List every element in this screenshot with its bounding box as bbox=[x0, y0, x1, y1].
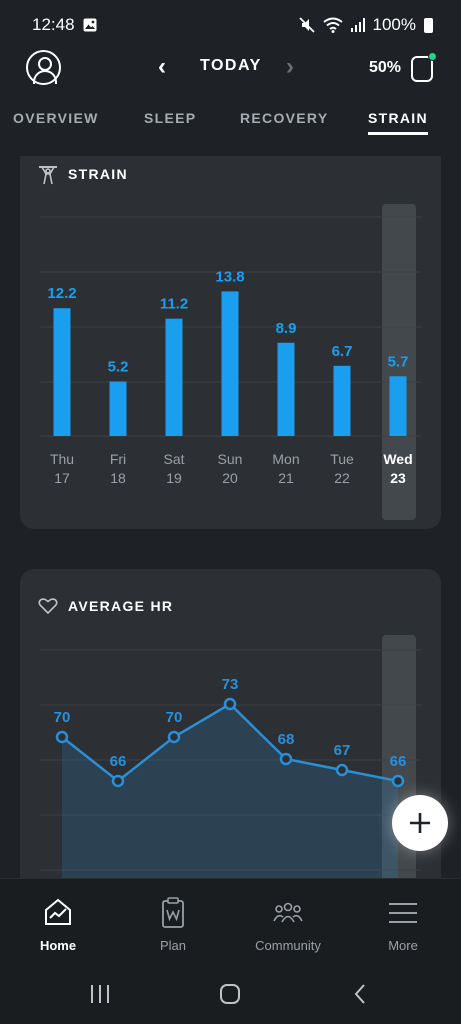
people-icon bbox=[273, 902, 303, 923]
selected-day-highlight bbox=[382, 204, 416, 520]
tab-sleep[interactable]: SLEEP bbox=[144, 110, 197, 126]
strain-day-label: Sun bbox=[218, 451, 243, 467]
device-status-dot bbox=[428, 52, 437, 61]
strain-value-label: 12.2 bbox=[47, 285, 76, 302]
nav-plan[interactable]: Plan bbox=[123, 879, 223, 969]
strain-day-label: Thu bbox=[50, 451, 74, 467]
home-icon[interactable] bbox=[219, 983, 241, 1005]
strain-bar-sat bbox=[165, 318, 183, 436]
strain-day-label: Fri bbox=[110, 451, 126, 467]
strain-date-label: 19 bbox=[166, 470, 182, 486]
wifi-icon bbox=[322, 17, 343, 33]
hr-value-label: 68 bbox=[278, 731, 295, 748]
hr-value-label: 66 bbox=[390, 753, 407, 770]
plus-icon bbox=[410, 813, 430, 833]
strain-bar-sun bbox=[221, 291, 239, 436]
nav-home-label: Home bbox=[39, 938, 77, 953]
hr-value-label: 70 bbox=[166, 709, 183, 726]
hr-value-label: 70 bbox=[54, 709, 71, 726]
system-nav-bar bbox=[0, 968, 461, 1024]
chevron-right-icon[interactable]: › bbox=[286, 53, 294, 80]
back-icon[interactable] bbox=[353, 983, 367, 1005]
average-hr-card[interactable]: AVERAGE HR 70 66 70 73 68 67 66 bbox=[20, 569, 441, 899]
hr-point-mon bbox=[279, 752, 293, 766]
hr-point-sat bbox=[167, 730, 181, 744]
hr-point-fri bbox=[111, 774, 125, 788]
date-title[interactable]: TODAY bbox=[200, 57, 262, 74]
strain-day-label: Wed bbox=[383, 451, 412, 467]
strain-bar-tue bbox=[333, 365, 351, 436]
strain-value-label: 11.2 bbox=[160, 296, 188, 313]
strain-date-label: 20 bbox=[222, 470, 238, 486]
nav-community-label: Community bbox=[255, 938, 321, 953]
strain-value-label: 13.8 bbox=[215, 268, 244, 285]
nav-home[interactable]: Home bbox=[8, 879, 108, 969]
strain-date-label: 22 bbox=[334, 470, 350, 486]
hr-value-label: 67 bbox=[334, 742, 351, 759]
tab-bar: OVERVIEW SLEEP RECOVERY STRAIN bbox=[0, 100, 461, 140]
strain-day-label: Tue bbox=[330, 451, 354, 467]
hr-point-sun bbox=[223, 697, 237, 711]
strain-value-label: 6.7 bbox=[332, 343, 353, 360]
strain-date-label: 21 bbox=[278, 470, 294, 486]
hr-area-fill bbox=[62, 704, 398, 899]
strain-bar-fri bbox=[109, 381, 127, 436]
tab-overview[interactable]: OVERVIEW bbox=[13, 110, 99, 126]
battery-icon bbox=[424, 17, 433, 33]
strain-card[interactable]: STRAIN 12.2 Thu 17 5.2 Fri 18 11.2 Sat 19 13.8 Sun… bbox=[20, 156, 441, 529]
signal-icon bbox=[350, 18, 365, 32]
bottom-nav: Home Plan Community More bbox=[0, 878, 461, 968]
strain-date-label: 17 bbox=[54, 470, 70, 486]
strain-value-label: 5.2 bbox=[108, 359, 129, 376]
clipboard-icon bbox=[162, 897, 184, 928]
device-battery: 50% bbox=[369, 59, 402, 76]
average-hr-card-title: AVERAGE HR bbox=[68, 598, 174, 614]
home-chart-icon bbox=[45, 898, 71, 925]
hr-point-tue bbox=[335, 763, 349, 777]
strain-bar-wed bbox=[389, 376, 407, 436]
add-activity-button[interactable] bbox=[392, 795, 448, 851]
tab-strain[interactable]: STRAIN bbox=[368, 110, 428, 135]
strain-value-label: 5.7 bbox=[388, 353, 409, 370]
strain-date-label: 18 bbox=[110, 470, 126, 486]
nav-more-label: More bbox=[388, 938, 418, 953]
strain-day-label: Sat bbox=[163, 451, 184, 467]
strain-bar-chart: 12.2 Thu 17 5.2 Fri 18 11.2 Sat 19 13.8 Sun 20 8.9 Mo… bbox=[40, 204, 421, 520]
nav-more[interactable]: More bbox=[353, 879, 453, 969]
strain-value-label: 8.9 bbox=[276, 320, 297, 337]
chevron-left-icon[interactable]: ‹ bbox=[158, 53, 166, 80]
heart-icon bbox=[38, 598, 58, 615]
status-bar: 12:48 100% bbox=[0, 0, 461, 50]
hr-value-label: 73 bbox=[222, 676, 239, 693]
menu-icon bbox=[389, 903, 417, 923]
hr-value-label: 66 bbox=[110, 753, 127, 770]
strap-icon[interactable] bbox=[411, 52, 437, 82]
status-time: 12:48 bbox=[32, 15, 75, 34]
strain-card-title: STRAIN bbox=[68, 166, 128, 182]
weightlifter-icon bbox=[39, 166, 57, 185]
mute-icon bbox=[298, 17, 315, 33]
image-icon bbox=[83, 18, 97, 32]
average-hr-line-chart: 70 66 70 73 68 67 66 bbox=[40, 635, 421, 899]
top-header: ‹ TODAY › 50% bbox=[0, 46, 461, 90]
strain-bar-thu bbox=[53, 308, 71, 436]
strain-date-label: 23 bbox=[390, 470, 406, 486]
strain-bar-mon bbox=[277, 342, 295, 436]
hr-point-wed bbox=[391, 774, 405, 788]
hr-point-thu bbox=[55, 730, 69, 744]
strain-day-label: Mon bbox=[272, 451, 299, 467]
profile-icon[interactable] bbox=[26, 50, 61, 85]
nav-community[interactable]: Community bbox=[238, 879, 338, 969]
recents-icon[interactable] bbox=[89, 984, 111, 1004]
status-battery-text: 100% bbox=[372, 15, 416, 34]
nav-plan-label: Plan bbox=[159, 938, 187, 953]
tab-recovery[interactable]: RECOVERY bbox=[240, 110, 329, 126]
